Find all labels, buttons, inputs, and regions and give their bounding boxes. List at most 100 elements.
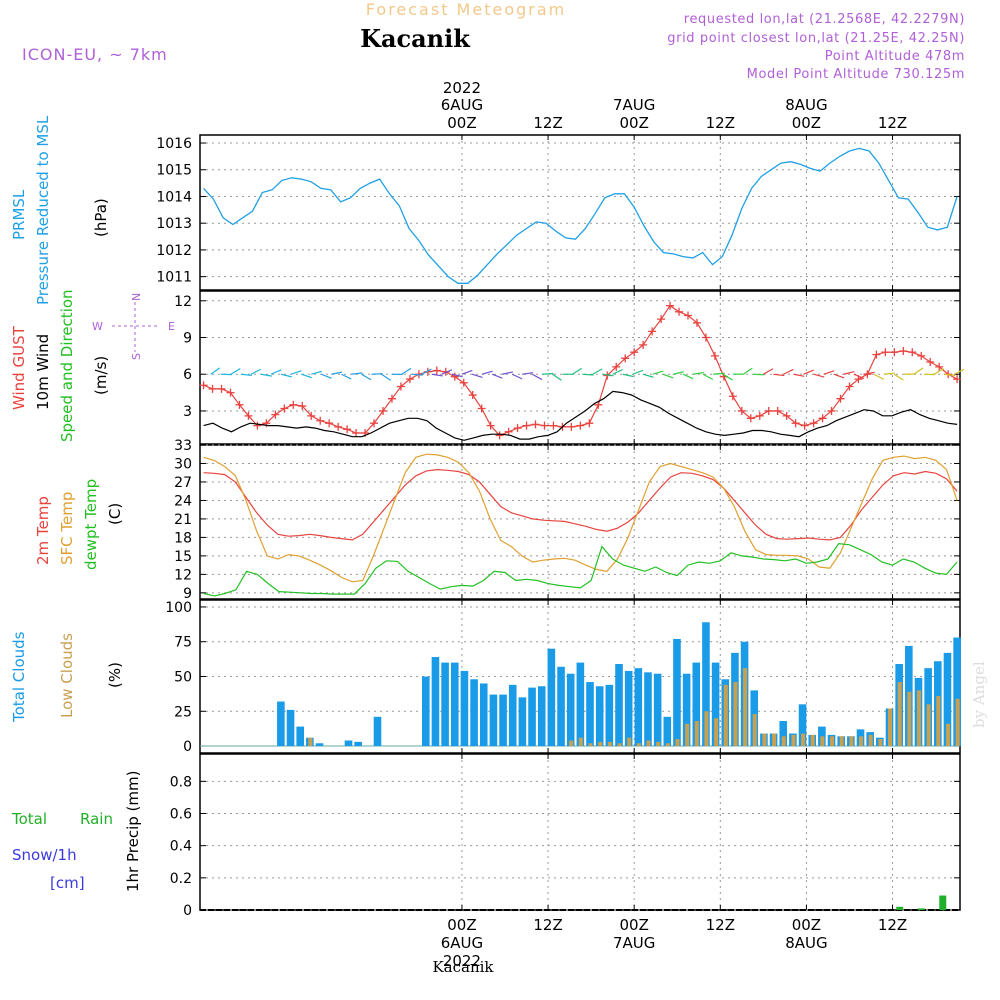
rain-bar (917, 908, 925, 910)
total-clouds-bar (470, 679, 478, 747)
y-tick-label: 21 (174, 512, 192, 528)
wind-direction-arrow (953, 368, 965, 375)
gust-marker (809, 419, 818, 428)
gust-marker (953, 375, 962, 384)
gust-marker (486, 421, 495, 430)
gust-marker (244, 411, 253, 420)
wind-direction-arrow (451, 373, 463, 378)
low-clouds-bar (907, 691, 912, 747)
low-clouds-bar (955, 698, 960, 747)
y-tick-label: 100 (165, 600, 192, 616)
dewpt-line (203, 542, 958, 597)
bottom-time-label: 12Z (878, 916, 907, 934)
gust-marker (370, 419, 379, 428)
wind-direction-arrow (632, 369, 644, 375)
gust-marker (468, 391, 477, 400)
wind-direction-arrow (682, 373, 694, 380)
total-clouds-bar (595, 686, 604, 747)
wind-direction-arrow (301, 373, 312, 379)
bottom-time-label: 2022 (443, 952, 481, 970)
bottom-time-label: 12Z (533, 916, 562, 934)
temp-unit-label: (C) (106, 503, 124, 525)
top-time-label: 12Z (706, 114, 735, 132)
low-clouds-bar (926, 704, 931, 747)
top-time-label: 2022 (443, 79, 481, 97)
wind-direction-arrow (813, 373, 825, 378)
wind-direction-arrow (481, 370, 493, 375)
low-clouds-bar (685, 723, 690, 747)
total-clouds-bar (286, 709, 295, 747)
bottom-time-label: 8AUG (785, 934, 827, 952)
wind-direction-arrow (311, 370, 323, 375)
total-clouds-bar (711, 662, 720, 747)
low-clouds-bar (868, 734, 873, 747)
wind-direction-arrow (612, 369, 623, 375)
gust-marker (477, 404, 486, 413)
clouds-unit-label: (%) (106, 662, 124, 688)
gust-marker (387, 394, 396, 403)
precip-unit-label: 1hr Precip (mm) (124, 771, 142, 892)
wind-direction-arrow (944, 373, 956, 376)
total-clouds-bar (460, 670, 469, 747)
low-clouds-bar (598, 741, 603, 747)
rain-bar (896, 906, 904, 910)
bottom-time-label: 00Z (619, 916, 648, 934)
speed-direction-label: Speed and Direction (58, 289, 76, 442)
y-tick-label: 24 (174, 493, 192, 509)
panel-temperature: 9 12 15 18 21 24 27 30 33 (174, 438, 961, 602)
gust-marker (935, 362, 944, 371)
gust-marker (791, 419, 800, 428)
wind-direction-arrow (793, 373, 805, 377)
low-clouds-bar (791, 734, 796, 747)
gust-marker (836, 394, 845, 403)
wind-direction-arrow (210, 367, 221, 375)
panel-clouds: 0 25 50 75 100 (165, 599, 961, 755)
total-clouds-label: Total Clouds (10, 631, 28, 723)
low-clouds-label: Low Clouds (58, 633, 76, 718)
gust-marker (325, 419, 334, 428)
low-clouds-bar (588, 743, 593, 747)
low-clouds-bar (772, 733, 777, 747)
wind-direction-arrow (361, 373, 372, 381)
wind-direction-arrow (773, 373, 785, 377)
total-clouds-bar (528, 687, 536, 747)
precip-snow-label: Snow/1h (12, 846, 77, 864)
wind-direction-arrow (662, 373, 674, 379)
wind-direction-arrow (421, 368, 432, 375)
pressure-reduced-label: Pressure Reduced to MSL (34, 115, 52, 305)
wind-direction-arrow (290, 370, 302, 375)
low-clouds-bar (704, 711, 709, 747)
wind-direction-arrow (531, 373, 543, 381)
low-clouds-bar (636, 743, 641, 747)
gust-marker (773, 406, 782, 415)
y-tick-label: 9 (183, 586, 192, 602)
gust-marker (316, 416, 325, 425)
wind-direction-arrow (823, 370, 835, 375)
gust-marker (755, 411, 764, 420)
gust-marker (432, 366, 441, 375)
top-time-label: 6AUG (441, 96, 483, 114)
total-clouds-bar (373, 716, 382, 747)
gust-marker (352, 428, 361, 437)
wind-direction-arrow (270, 369, 282, 375)
footer-station: Kacanik (432, 958, 494, 976)
gust-marker (639, 340, 648, 349)
gust-marker (396, 382, 405, 391)
wind-direction-arrow (280, 373, 292, 378)
total-clouds-bar (798, 704, 807, 747)
wind-direction-arrow (863, 371, 875, 375)
low-clouds-bar (897, 682, 902, 747)
y-tick-label: 0.6 (170, 807, 192, 823)
panel-frame (199, 753, 961, 911)
gust-marker (917, 351, 926, 360)
panel-frame (199, 134, 961, 291)
gust-marker (379, 406, 388, 415)
gust-marker (845, 382, 854, 391)
pressure-unit-label: (hPa) (92, 198, 110, 237)
pressure-panel-labels: PRMSL Pressure Reduced to MSL (hPa) (10, 115, 110, 305)
wind-direction-arrow (260, 373, 272, 377)
wind-direction-arrow (622, 373, 634, 378)
wind-direction-arrow (873, 373, 884, 380)
panel-frame (199, 444, 961, 600)
bottom-time-label: 7AUG (613, 934, 655, 952)
